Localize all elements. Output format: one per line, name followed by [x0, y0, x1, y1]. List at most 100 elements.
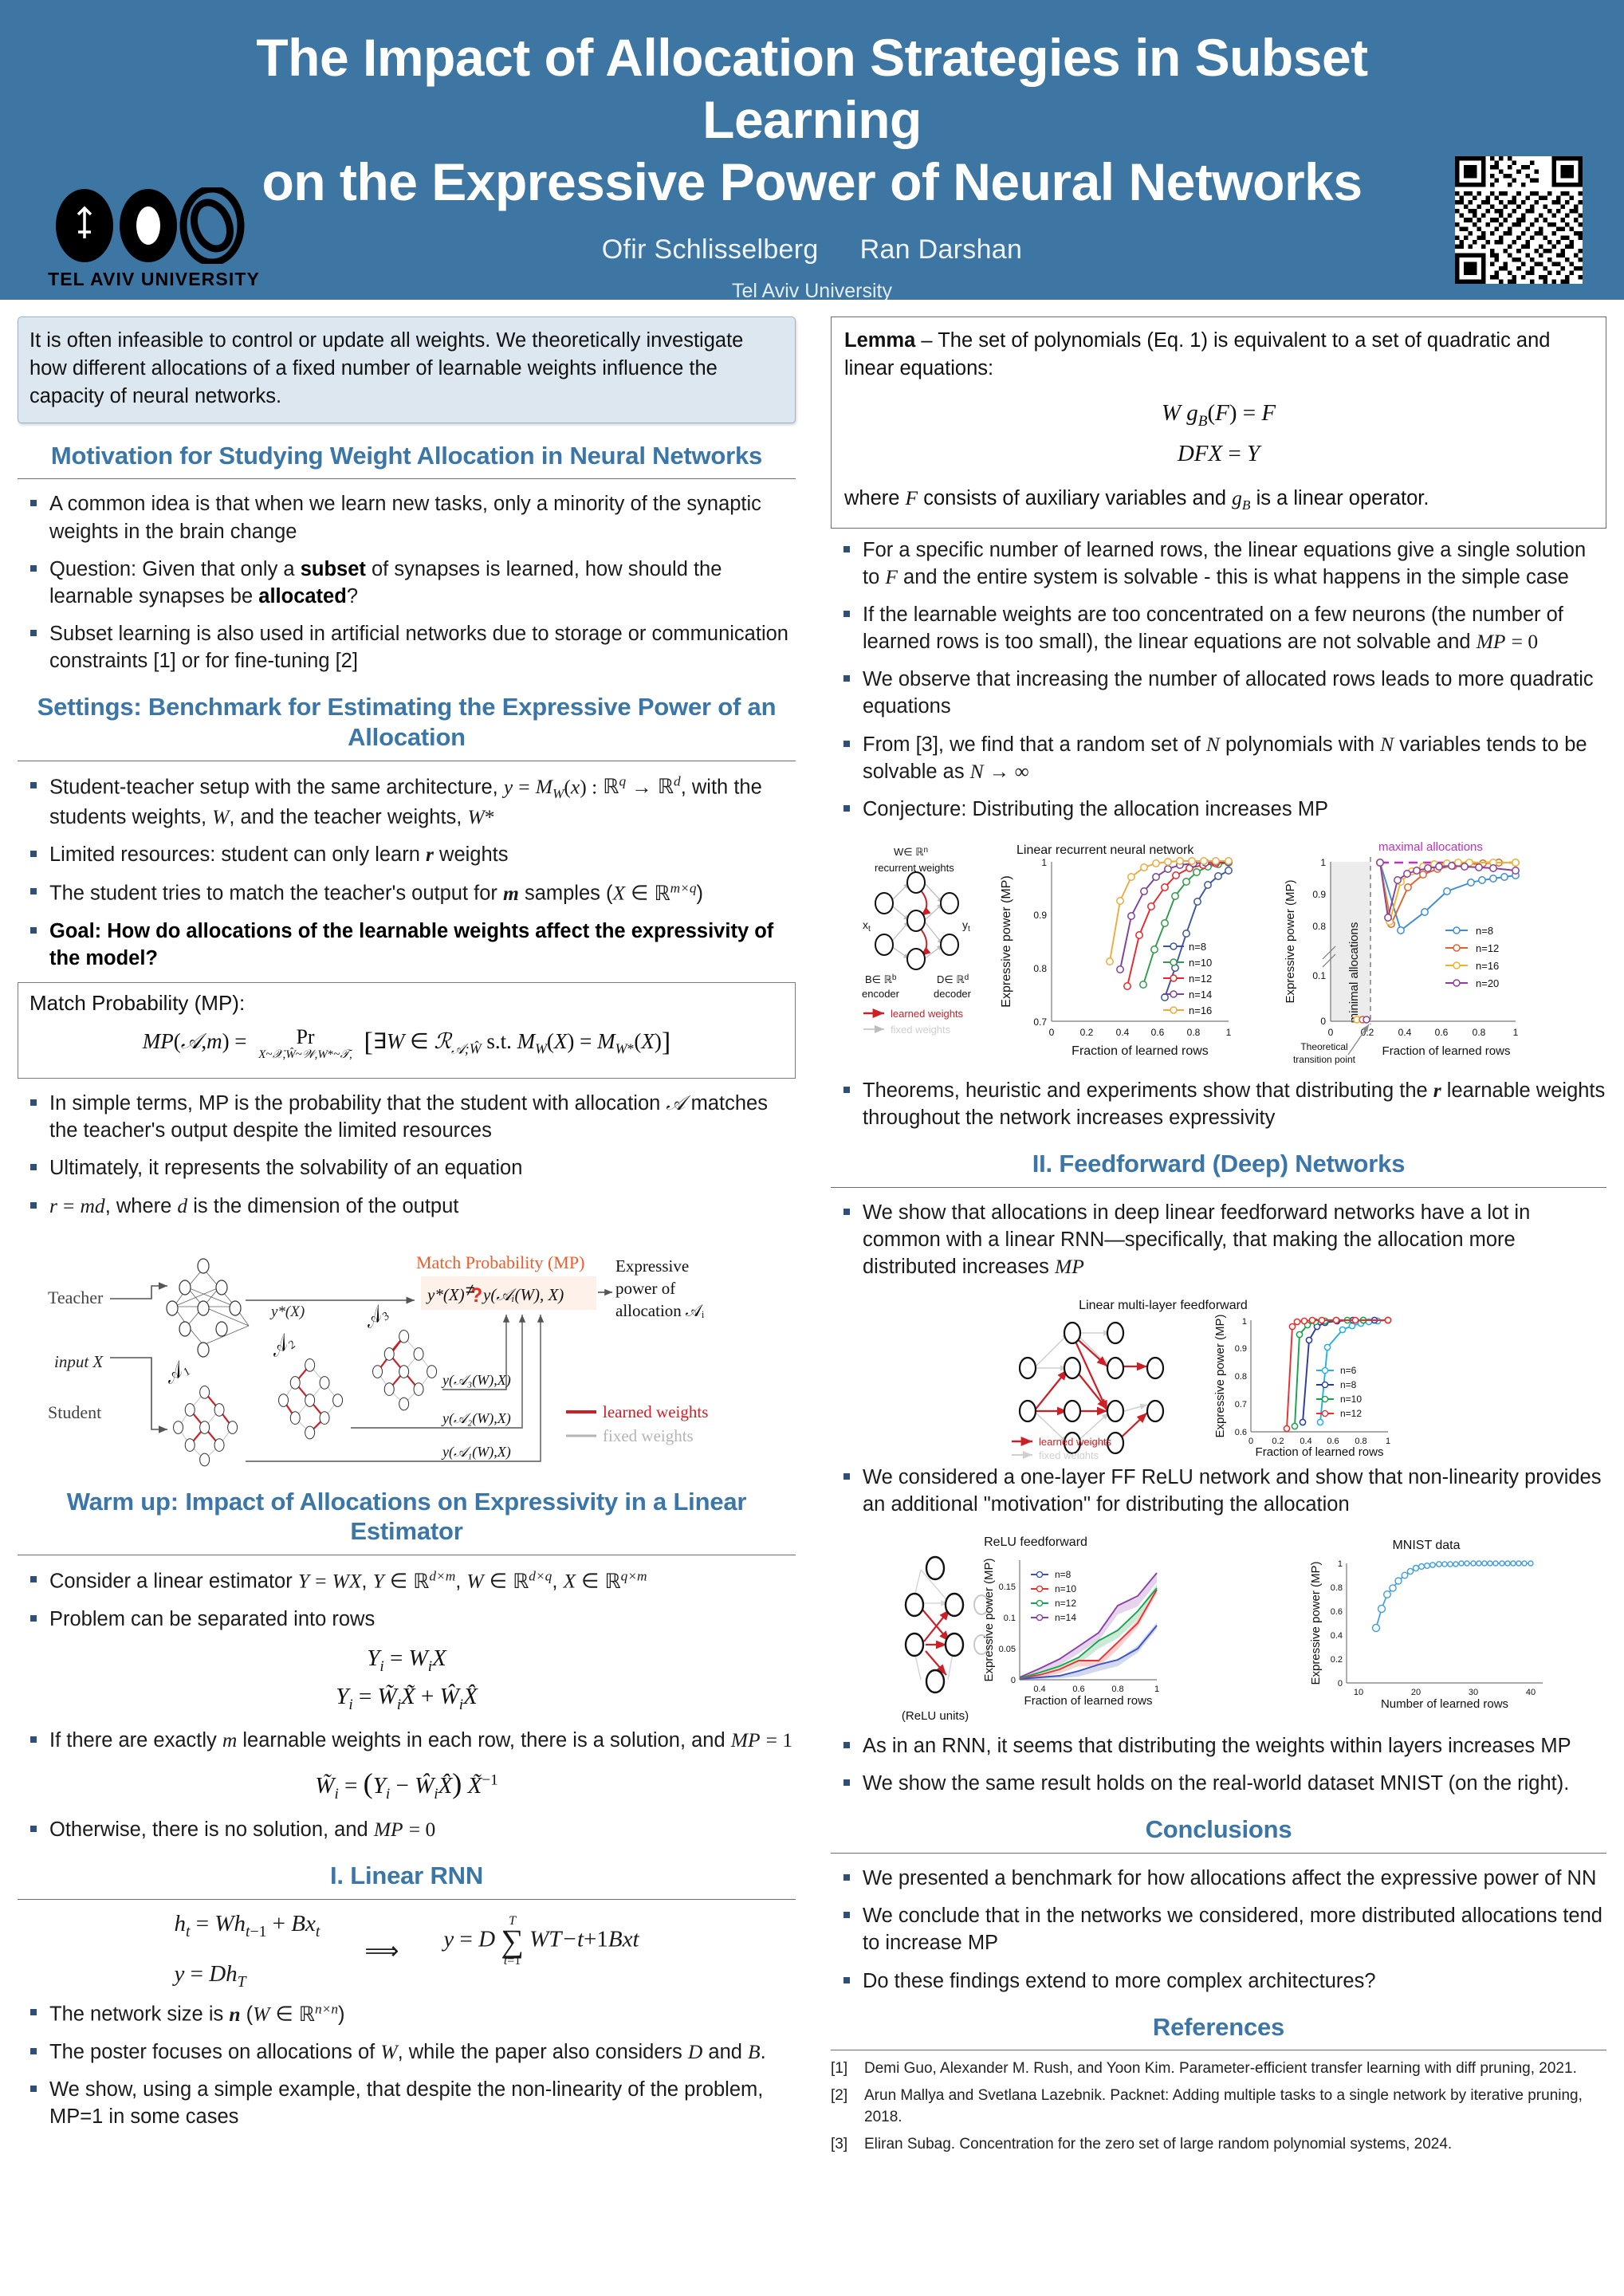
mp-question-mark: ?: [470, 1284, 482, 1307]
list-item: Theorems, heuristic and experiments show…: [836, 1077, 1606, 1131]
warmup-equation-3: W̃i = (Yi − ŴiX̂) X̃−1: [315, 1767, 498, 1803]
mp-neq: ≠: [466, 1281, 475, 1299]
chart-title: Linear recurrent neural network: [1016, 843, 1194, 857]
list-item: We conclude that in the networks we cons…: [836, 1902, 1606, 1956]
list-item: Subset learning is also used in artifici…: [22, 620, 796, 674]
qr-code-icon: [1455, 156, 1583, 284]
abstract-text: It is often infeasible to control or upd…: [29, 329, 744, 408]
student-output-3: y(𝒜₃(W),X): [441, 1372, 511, 1389]
list-item: The network size is n (W ∈ ℝn×n): [22, 1999, 796, 2028]
lemma-label: Lemma: [844, 329, 916, 352]
rnn-bullet-list: The network size is n (W ∈ ℝn×n) The pos…: [18, 1999, 796, 2130]
svg-text:n=16: n=16: [1189, 1005, 1212, 1016]
svg-text:0: 0: [1048, 1027, 1054, 1038]
list-item: Question: Given that only a subset of sy…: [22, 556, 796, 610]
rnn-d-label: D∈ ℝd: [937, 973, 969, 985]
list-item: We show, using a simple example, that de…: [22, 2076, 796, 2130]
svg-text:0.1: 0.1: [1312, 970, 1326, 981]
series-n8: [1375, 859, 1520, 934]
ff-bullet-list-b: We considered a one-layer FF ReLU networ…: [831, 1464, 1606, 1518]
lemma-equation-1: W gB(F) = F: [1161, 400, 1276, 431]
section-heading-settings: Settings: Benchmark for Estimating the E…: [37, 693, 777, 752]
svg-text:0.9: 0.9: [1234, 1344, 1246, 1354]
series-n12: [1283, 1316, 1391, 1432]
reference-item: [3] Eliran Subag. Concentration for the …: [831, 2134, 1606, 2156]
ff-bullet-list-c: As in an RNN, it seems that distributing…: [831, 1732, 1606, 1797]
rnn-equation-right: y = D T ∑ t=1 WT−t+1Bxt: [443, 1914, 639, 1968]
reference-number: [1]: [831, 2060, 848, 2078]
list-item: If there are exactly m learnable weights…: [22, 1727, 796, 1754]
legend-fixed-weights: fixed weights: [891, 1024, 951, 1036]
svg-text:40: 40: [1525, 1688, 1535, 1697]
section-heading-warmup: Warm up: Impact of Allocations on Expres…: [66, 1487, 747, 1546]
svg-text:n=10: n=10: [1340, 1394, 1362, 1405]
ff-linear-chart: Linear multi-layer feedforward: [1011, 1299, 1391, 1459]
svg-text:0.7: 0.7: [1033, 1016, 1047, 1028]
svg-text:0.6: 0.6: [1234, 1428, 1246, 1437]
qr-code: [1455, 156, 1583, 284]
allocation-label-3: 𝒜₃: [359, 1301, 391, 1333]
svg-text:n=14: n=14: [1055, 1612, 1076, 1623]
svg-text:0.7: 0.7: [1234, 1400, 1246, 1409]
svg-text:0.8: 0.8: [1355, 1437, 1366, 1446]
divider: [18, 478, 796, 480]
svg-text:1: 1: [1225, 1027, 1231, 1038]
svg-text:0: 0: [1337, 1679, 1342, 1689]
chart-legend: n=8 n=12 n=16 n=20: [1445, 925, 1499, 989]
motivation-bullet-list: A common idea is that when we learn new …: [18, 490, 796, 674]
reference-number: [2]: [831, 2087, 848, 2105]
legend-fixed-weights: fixed weights: [603, 1426, 694, 1445]
rnn-equation-left-1: ht = Wht−1 + Bxt: [174, 1910, 320, 1940]
svg-text:0.8: 0.8: [1312, 921, 1326, 932]
reference-number: [3]: [831, 2136, 848, 2153]
warmup-bullet-list-c: Otherwise, there is no solution, and MP …: [18, 1816, 796, 1843]
legend-learned-weights: learned weights: [891, 1008, 964, 1020]
relu-mnist-charts: ReLU feedforward MNIST data: [901, 1535, 1543, 1723]
svg-text:0.9: 0.9: [1312, 889, 1326, 900]
svg-text:n=6: n=6: [1340, 1365, 1357, 1376]
chart-y-ticks: 0.6 0.7 0.8 0.9 1: [1234, 1317, 1246, 1437]
chart-x-label: Fraction of learned rows: [1382, 1044, 1510, 1058]
svg-text:0.4: 0.4: [1300, 1437, 1311, 1446]
chart-x-label: Fraction of learned rows: [1072, 1044, 1209, 1058]
svg-text:0.2: 0.2: [1079, 1027, 1093, 1038]
poster-title-line2: on the Expressive Power of Neural Networ…: [261, 151, 1363, 211]
series-n10: [1019, 1589, 1158, 1679]
figure-legend: learned weights fixed weights: [566, 1402, 708, 1445]
section-heading-motivation: Motivation for Studying Weight Allocatio…: [50, 441, 763, 470]
svg-text:0.8: 0.8: [1234, 1372, 1246, 1382]
lemma-intro: – The set of polynomials (Eq. 1) is equi…: [844, 329, 1551, 380]
rnn-network-diagram: W∈ ℝn recurrent weights: [862, 846, 972, 1036]
chart-mnist: 10 20 30 40 0 0.2 0.4 0.6 0.8 1 Number of learn…: [1309, 1559, 1543, 1711]
teacher-output-label: y*(X): [269, 1303, 305, 1320]
divider: [831, 1853, 1606, 1854]
chart-x-label: Fraction of learned rows: [1024, 1694, 1152, 1708]
chart-legend: n=8 n=10 n=12 n=14 n=16: [1162, 941, 1212, 1016]
chart-rnn-minimal: Linear recurrent neural network 0 0.2 0.4 …: [1000, 843, 1233, 1058]
svg-text:0.05: 0.05: [998, 1645, 1015, 1654]
svg-text:n=16: n=16: [1476, 960, 1499, 972]
svg-text:0.4: 0.4: [1330, 1631, 1342, 1641]
input-label: input X: [54, 1352, 104, 1371]
abstract-box: It is often infeasible to control or upd…: [18, 316, 796, 423]
divider: [18, 1898, 796, 1900]
svg-text:0.6: 0.6: [1327, 1437, 1339, 1446]
warmup-equation-2: Yi = W̃iX̃ + ŴiX̂: [336, 1683, 478, 1713]
relu-network-diagram: (ReLU units): [901, 1555, 989, 1723]
lemma-equation-2: DFX = Y: [1177, 440, 1260, 466]
chart-y-label: Expressive power (MP): [1213, 1314, 1227, 1437]
reference-list: [1] Demi Guo, Alexander M. Rush, and Yoo…: [831, 2058, 1606, 2156]
chart-y-label: Expressive power (MP): [982, 1558, 996, 1681]
expressive-line-2: power of: [615, 1279, 675, 1298]
rnn-encoder-label: encoder: [862, 988, 900, 1000]
svg-text:n=10: n=10: [1189, 957, 1212, 969]
series-n8: [1019, 1625, 1158, 1680]
chart-rnn-maximal: maximal allocations minimal allocations …: [1284, 840, 1520, 1065]
svg-text:n=14: n=14: [1189, 989, 1212, 1001]
mp-bullet-list: In simple terms, MP is the probability t…: [18, 1090, 796, 1220]
annotation-minimal: minimal allocations: [1347, 922, 1361, 1024]
chart-x-ticks: 0 0.2 0.4 0.6 0.8 1: [1048, 1027, 1231, 1038]
list-item: We show that allocations in deep linear …: [836, 1199, 1606, 1280]
section-heading-conclusions: Conclusions: [1145, 1815, 1292, 1844]
section-heading-rnn: I. Linear RNN: [329, 1861, 484, 1889]
